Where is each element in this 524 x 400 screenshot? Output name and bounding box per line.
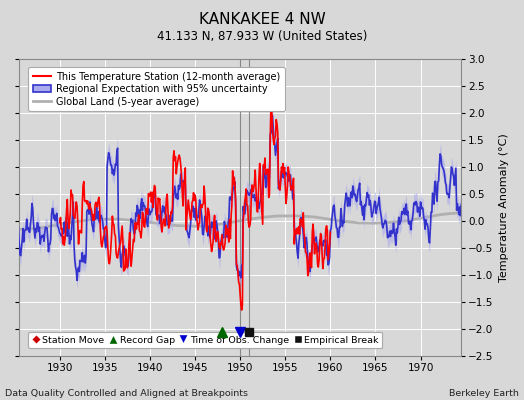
- Text: 41.133 N, 87.933 W (United States): 41.133 N, 87.933 W (United States): [157, 30, 367, 43]
- Text: KANKAKEE 4 NW: KANKAKEE 4 NW: [199, 12, 325, 27]
- Text: Data Quality Controlled and Aligned at Breakpoints: Data Quality Controlled and Aligned at B…: [5, 389, 248, 398]
- Y-axis label: Temperature Anomaly (°C): Temperature Anomaly (°C): [499, 133, 509, 282]
- Legend: Station Move, Record Gap, Time of Obs. Change, Empirical Break: Station Move, Record Gap, Time of Obs. C…: [28, 332, 383, 348]
- Text: Berkeley Earth: Berkeley Earth: [449, 389, 519, 398]
